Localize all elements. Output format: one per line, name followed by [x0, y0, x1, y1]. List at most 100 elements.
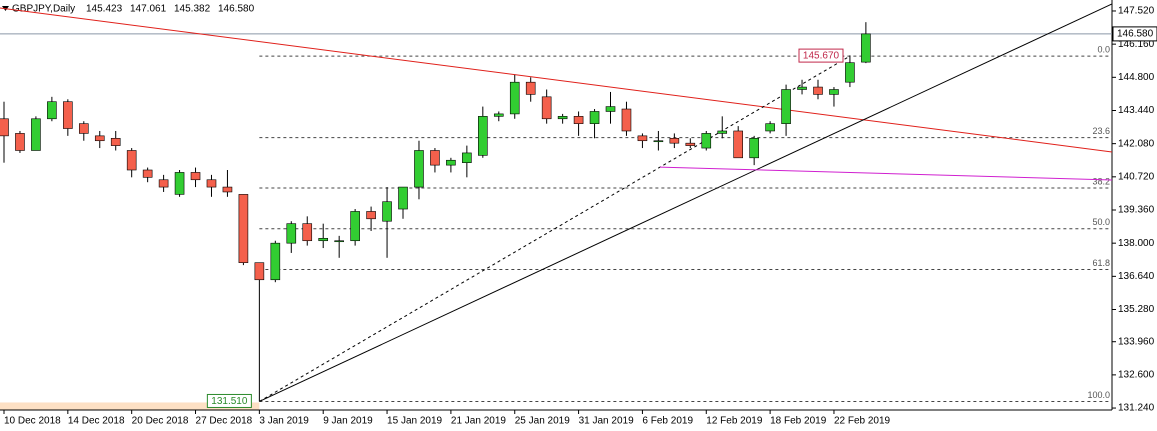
candle-body [749, 137, 759, 159]
candle-body [573, 116, 584, 124]
fib-low-box [206, 393, 252, 408]
candle-body [78, 123, 89, 134]
y-tick-label: 142.080 [1118, 138, 1155, 149]
candle-body [286, 223, 297, 244]
y-tick-label: 131.240 [1118, 403, 1155, 414]
candle-body [414, 150, 424, 188]
candle-body [126, 150, 137, 171]
candle-body [462, 152, 472, 163]
candle-body [350, 211, 360, 242]
candle-body [509, 81, 520, 115]
candle-body [493, 113, 504, 117]
candle-body [0, 118, 9, 137]
candle-body [174, 172, 185, 195]
ohlc-label: 145.423 [86, 4, 123, 15]
x-tick-label: 14 Dec 2018 [68, 416, 125, 427]
candle-body [861, 33, 871, 63]
x-tick-label: 25 Jan 2019 [515, 416, 570, 427]
y-tick-label: 136.640 [1118, 271, 1155, 282]
candle-body [525, 81, 536, 95]
y-tick-label: 147.520 [1118, 6, 1155, 17]
candle-body [765, 123, 775, 132]
x-tick-label: 21 Jan 2019 [451, 416, 506, 427]
candle-body [589, 111, 600, 124]
x-tick-label: 12 Feb 2019 [706, 416, 763, 427]
fib-high-label: 145.670 [803, 51, 840, 62]
x-tick-label: 15 Jan 2019 [387, 416, 442, 427]
y-tick-label: 146.160 [1118, 39, 1155, 50]
x-tick-label: 20 Dec 2018 [132, 416, 189, 427]
ohlc-label: 146.580 [218, 4, 255, 15]
fib-level-label: 0.0 [1097, 44, 1110, 54]
candle-body [47, 101, 57, 120]
last-price-box [1112, 26, 1157, 42]
ohlc-label: 145.382 [174, 4, 211, 15]
highlight-band [0, 402, 260, 410]
candle-body [637, 135, 648, 142]
trendline [659, 166, 1113, 181]
candle-body [669, 137, 680, 144]
trendline [259, 55, 851, 402]
y-tick-label: 139.360 [1118, 205, 1155, 216]
candle-body [430, 150, 440, 166]
candle-body [382, 201, 392, 222]
y-tick-label: 144.800 [1118, 72, 1155, 83]
x-tick-label: 10 Dec 2018 [4, 416, 61, 427]
x-tick-label: 6 Feb 2019 [642, 416, 693, 427]
candle-body [781, 89, 791, 124]
x-tick-label: 31 Jan 2019 [579, 416, 634, 427]
candle-body [478, 116, 488, 156]
y-tick-label: 140.720 [1118, 171, 1155, 182]
candle-body [733, 130, 743, 159]
y-tick-label: 133.960 [1118, 336, 1155, 347]
candle-body [254, 262, 265, 281]
chart-symbol: GBPJPY,Daily [12, 4, 75, 15]
candle-body [142, 169, 153, 178]
candle-body [797, 86, 807, 90]
fib-high-box [798, 48, 844, 63]
y-tick-label: 138.000 [1118, 238, 1155, 249]
candle-body [446, 159, 456, 166]
fib-low-label: 131.510 [211, 396, 248, 407]
fib-level-label: 61.8 [1092, 258, 1110, 268]
candle-body [366, 211, 376, 220]
candle-body [31, 118, 41, 151]
y-tick-label: 143.440 [1118, 105, 1155, 116]
candle-body [845, 62, 855, 83]
candle-body [15, 133, 25, 151]
last-price-label: 146.580 [1117, 29, 1154, 40]
candle-body [222, 186, 233, 193]
fib-level-label: 38.2 [1092, 176, 1110, 186]
candle-body [238, 194, 249, 263]
ohlc-label: 147.061 [130, 4, 167, 15]
candle-body [701, 133, 712, 149]
candle-body [717, 130, 728, 134]
candle-body [94, 135, 105, 142]
candle-body [541, 96, 552, 120]
fib-level-label: 23.6 [1092, 126, 1110, 136]
candle-body [318, 237, 329, 242]
candle-body [158, 179, 169, 188]
candle-body [829, 89, 839, 95]
x-tick-label: 22 Feb 2019 [834, 416, 891, 427]
candle-body [621, 108, 632, 132]
trendline [0, 7, 1113, 153]
candle-body [334, 240, 344, 243]
candle-body [653, 140, 664, 143]
y-tick-label: 132.600 [1118, 370, 1155, 381]
x-tick-label: 9 Jan 2019 [323, 416, 373, 427]
candle-body [398, 186, 408, 210]
candle-body [110, 137, 121, 146]
x-tick-label: 18 Feb 2019 [770, 416, 827, 427]
candle-body [302, 223, 313, 242]
candle-body [813, 86, 823, 95]
candle-body [63, 101, 73, 129]
candle-body [685, 142, 696, 146]
candle-body [557, 116, 568, 120]
fib-level-label: 50.0 [1092, 217, 1110, 227]
trendline [259, 3, 1113, 402]
candle-body [206, 179, 217, 188]
x-tick-label: 27 Dec 2018 [196, 416, 253, 427]
